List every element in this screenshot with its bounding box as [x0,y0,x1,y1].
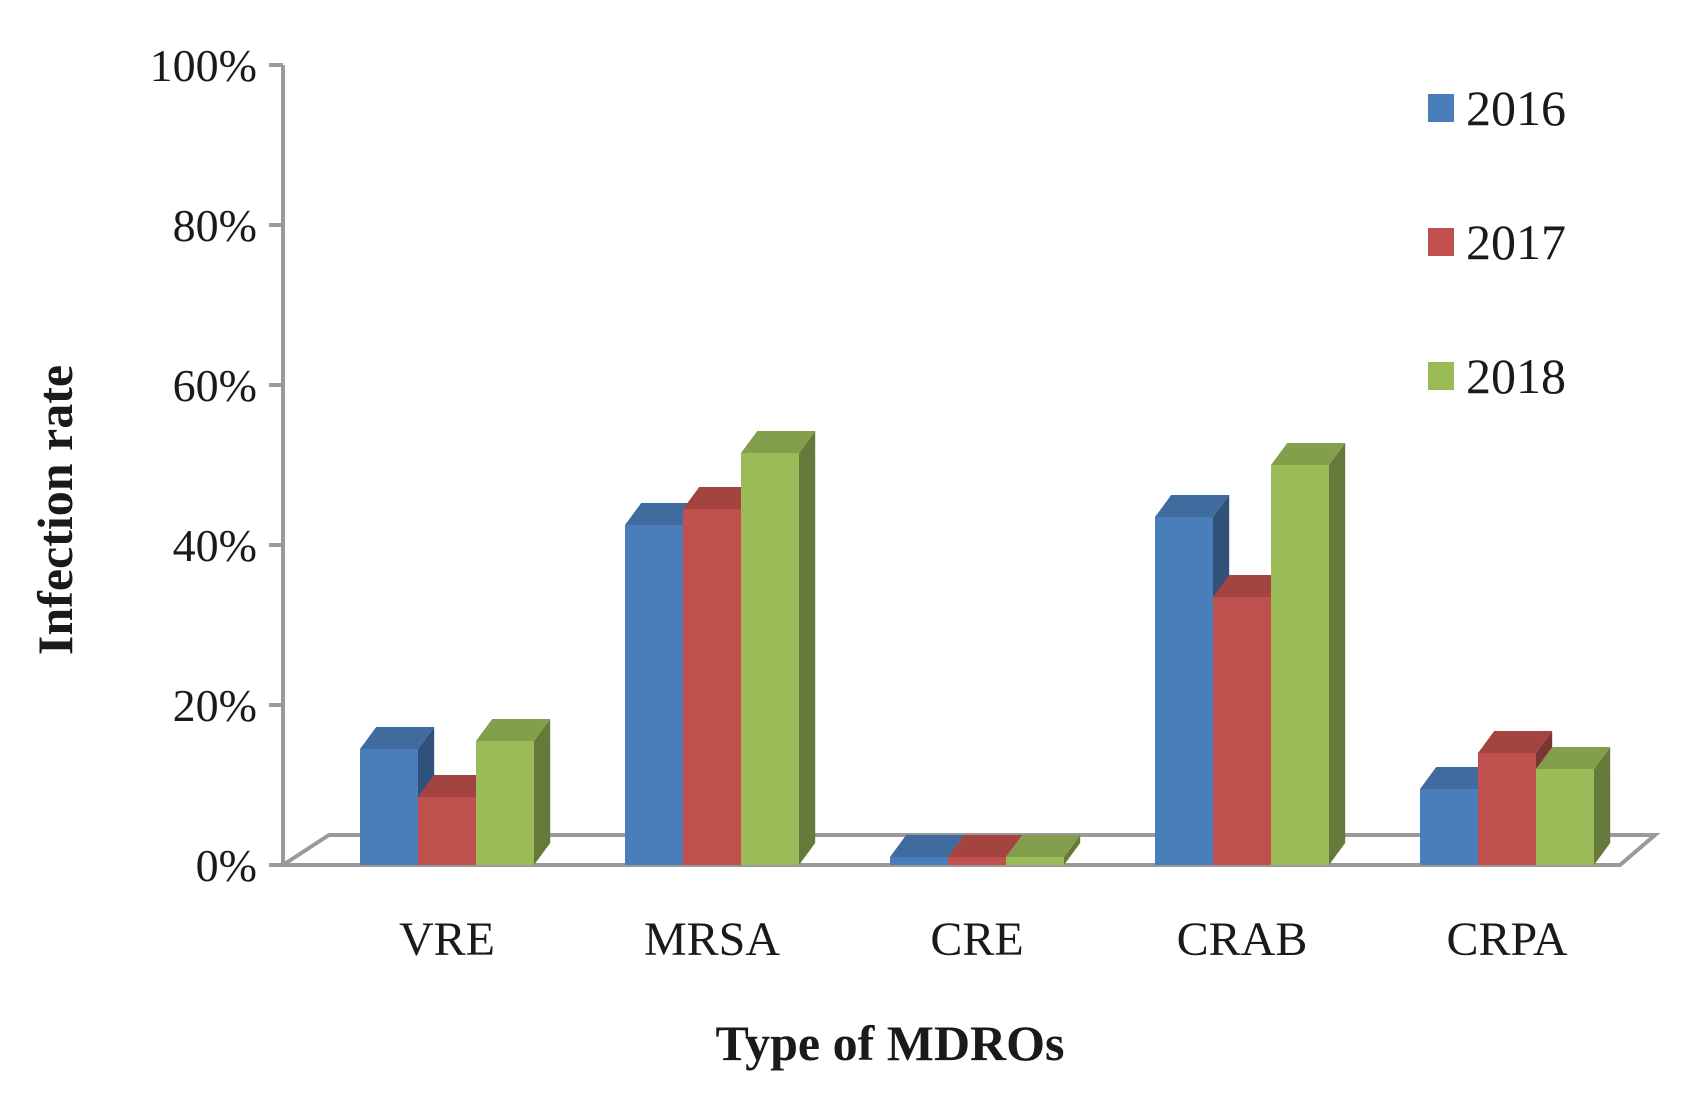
bar-top [476,719,551,741]
x-axis-labels: VRE MRSA CRE CRAB CRPA [399,913,1568,966]
bar-side [799,431,816,865]
x-tick-label: MRSA [644,913,780,966]
bar-front [948,857,1006,865]
bar-top [890,835,965,857]
bar-top [1478,731,1553,753]
legend-swatch [1428,228,1454,256]
bar-front [1536,769,1594,865]
bar-front [1271,465,1329,865]
bar [476,719,551,865]
bar-front [1006,857,1064,865]
bar-top [683,487,758,509]
bar [1271,443,1346,865]
bar-side [1594,747,1611,865]
bar [741,431,816,865]
bar-side [1064,835,1081,865]
legend-swatch [1428,94,1454,122]
legend-label: 2017 [1466,214,1566,270]
y-tick-label: 40% [173,520,257,571]
bar-top [1006,835,1081,857]
legend-label: 2016 [1466,80,1566,136]
bar-front [1478,753,1536,865]
bars [360,431,1611,865]
y-tick-label: 100% [150,40,257,91]
bar-front [890,857,948,865]
y-tick-label: 0% [196,840,257,891]
bar [1006,835,1081,865]
bar-front [360,749,418,865]
x-axis-title: Type of MDROs [715,1015,1064,1071]
bar-front [683,509,741,865]
bar [1536,747,1611,865]
bar-top [360,727,435,749]
legend-item: 2017 [1428,214,1566,270]
bar-front [418,797,476,865]
y-tick-label: 80% [173,200,257,251]
legend-item: 2016 [1428,80,1566,136]
bar-top [1536,747,1611,769]
bar-top [418,775,493,797]
bar-top [1213,575,1288,597]
bar-top [1271,443,1346,465]
bar-top [948,835,1023,857]
y-tick-label: 60% [173,360,257,411]
bar-front [741,453,799,865]
y-axis: 0% 20% 40% 60% 80% 100% [150,40,285,891]
bar-top [1420,767,1495,789]
y-axis-title: Infection rate [27,365,83,655]
x-tick-label: CRPA [1447,913,1568,966]
x-tick-label: VRE [399,913,495,966]
legend: 2016 2017 2018 [1428,80,1566,404]
bar-top [741,431,816,453]
x-tick-label: CRAB [1177,913,1308,966]
bar-top [1155,495,1230,517]
bar-side [1329,443,1346,865]
x-tick-label: CRE [930,913,1023,966]
bar-front [625,525,683,865]
bar-side [534,719,551,865]
bar-front [476,741,534,865]
legend-swatch [1428,362,1454,390]
bar-top [625,503,700,525]
legend-label: 2018 [1466,348,1566,404]
bar-front [1420,789,1478,865]
legend-item: 2018 [1428,348,1566,404]
bar-front [1213,597,1271,865]
bar-front [1155,517,1213,865]
y-tick-label: 20% [173,680,257,731]
